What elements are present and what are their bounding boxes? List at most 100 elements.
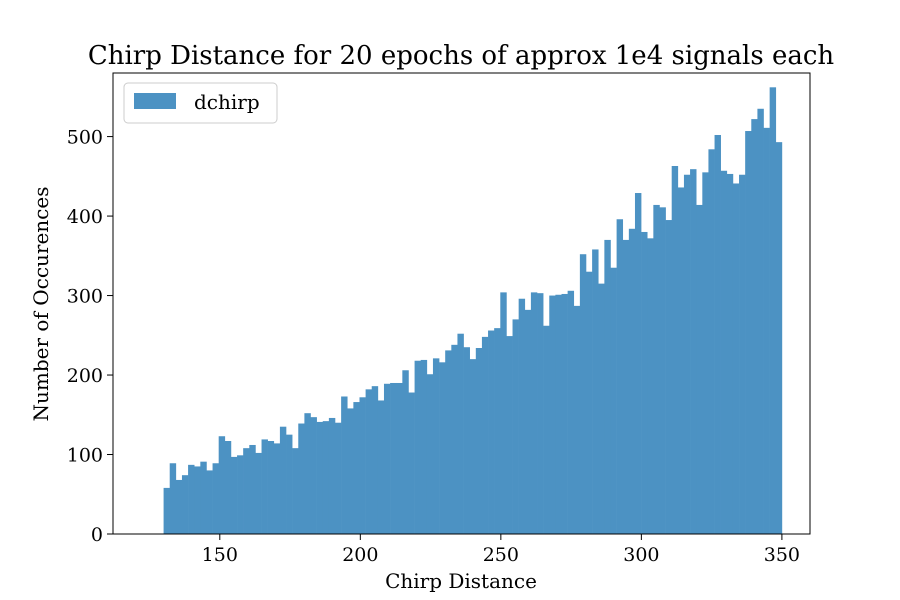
histogram-bar <box>169 463 177 534</box>
histogram-bar <box>561 293 568 534</box>
histogram-bar <box>200 461 207 534</box>
histogram-bar <box>671 165 679 535</box>
histogram-bar <box>763 127 770 534</box>
histogram-bar <box>512 319 519 534</box>
histogram-bar <box>537 293 544 534</box>
histogram-bar <box>720 170 728 534</box>
x-tick-label: 150 <box>202 544 238 566</box>
histogram-bar <box>426 374 434 534</box>
histogram-bar <box>592 249 599 534</box>
histogram-bar <box>347 408 354 534</box>
histogram-bar <box>463 347 470 534</box>
y-tick-label: 400 <box>67 206 103 228</box>
histogram-bar <box>402 370 409 534</box>
histogram-bar <box>316 421 324 534</box>
histogram-bar <box>500 292 507 534</box>
histogram-bar <box>616 219 624 534</box>
histogram-bar <box>206 470 213 534</box>
histogram-bar <box>518 298 526 534</box>
histogram-bar <box>243 448 250 534</box>
legend-swatch <box>134 93 176 109</box>
histogram-bar <box>414 360 422 534</box>
histogram-bar <box>457 333 464 534</box>
histogram-bar <box>261 439 268 534</box>
histogram-bar <box>775 142 783 534</box>
histogram-bar <box>690 169 697 534</box>
histogram-bar <box>371 386 379 534</box>
histogram-bar <box>298 423 305 534</box>
histogram-bar <box>267 441 275 534</box>
histogram-bar <box>622 239 630 534</box>
y-tick-label: 200 <box>67 365 103 387</box>
histogram-bar <box>304 413 311 534</box>
histogram-bar <box>292 448 299 534</box>
histogram-bar <box>696 204 703 534</box>
histogram-bar <box>506 336 513 534</box>
histogram-bar <box>585 271 593 534</box>
histogram-bar <box>286 434 293 534</box>
histogram-bar <box>383 383 391 534</box>
histogram-bar <box>714 134 721 534</box>
histogram-bar <box>230 456 238 534</box>
histogram-bar <box>408 392 415 534</box>
histogram-bar <box>659 207 666 534</box>
histogram-bar <box>365 389 373 534</box>
histogram-bar <box>212 463 219 534</box>
histogram-bar <box>175 479 183 534</box>
histogram-bar <box>224 441 232 534</box>
histogram-bar <box>445 350 452 534</box>
x-tick-label: 200 <box>342 544 378 566</box>
histogram-bar <box>279 426 287 534</box>
histogram-bar <box>322 421 330 534</box>
histogram-bar <box>194 466 201 534</box>
histogram-bar <box>432 358 440 534</box>
histogram-bar <box>653 204 660 534</box>
histogram-bar <box>726 173 734 534</box>
histogram-bar <box>481 336 489 534</box>
x-tick-label: 350 <box>764 544 800 566</box>
histogram-bar <box>665 220 673 535</box>
histogram-bar <box>475 348 483 534</box>
histogram-bar <box>420 359 428 534</box>
x-axis-label: Chirp Distance <box>385 569 537 593</box>
histogram-bar <box>328 417 336 534</box>
legend-label: dchirp <box>194 90 260 114</box>
x-tick-label: 300 <box>623 544 659 566</box>
histogram-bar <box>634 193 642 534</box>
histogram-bar <box>573 305 581 534</box>
histogram-bar <box>377 400 385 534</box>
histogram-bar <box>567 290 575 534</box>
histogram-bar <box>732 183 740 535</box>
histogram-bar <box>335 422 342 534</box>
y-tick-label: 500 <box>67 127 103 149</box>
histogram-bar <box>181 475 189 534</box>
histogram-bar <box>769 87 777 535</box>
histogram-bar <box>647 238 654 534</box>
histogram-bar <box>641 231 648 534</box>
histogram-bar <box>543 325 550 534</box>
histogram-bar <box>188 464 195 534</box>
y-tick-label: 300 <box>67 286 103 308</box>
histogram-bar <box>524 309 532 534</box>
histogram-bar <box>708 149 715 534</box>
histogram-bar <box>353 402 360 534</box>
histogram-bar <box>610 267 617 534</box>
histogram-bar <box>739 174 746 535</box>
histogram-bar <box>702 172 709 534</box>
histogram-bar <box>310 417 317 534</box>
histogram-bar <box>341 396 348 534</box>
histogram-bar <box>273 443 281 534</box>
chart-title: Chirp Distance for 20 epochs of approx 1… <box>88 41 835 71</box>
histogram-bar <box>677 187 685 534</box>
histogram-bar <box>255 452 262 534</box>
histogram-bar <box>751 119 758 534</box>
histogram-bar <box>604 239 611 534</box>
plot-frame <box>112 72 811 535</box>
y-tick-label: 100 <box>67 445 103 467</box>
x-axis: 150 200 250 300 350 <box>202 534 800 566</box>
y-tick-label: 0 <box>91 524 103 546</box>
histogram-bar <box>555 294 562 534</box>
histogram-bar <box>439 362 446 534</box>
histogram-bar <box>218 436 226 534</box>
histogram-bar <box>579 254 587 534</box>
